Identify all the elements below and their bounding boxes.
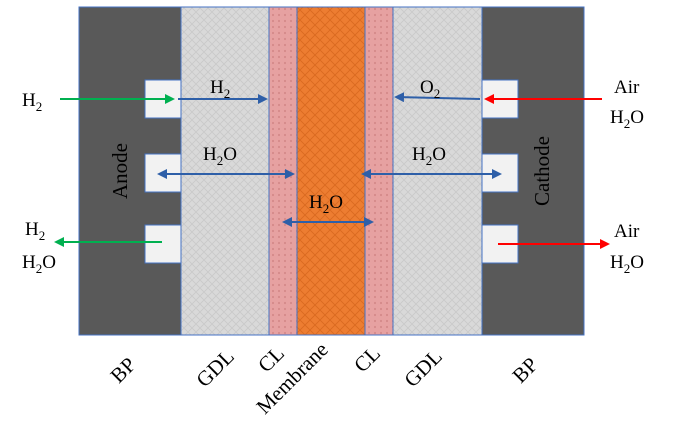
cl-left-layer: [268, 6, 298, 336]
layer-label-gdl-left: GDL: [191, 344, 238, 391]
gdl-right-layer: [392, 6, 483, 336]
o2-gdl-arrow: [394, 92, 481, 103]
anode-inlet-label: H2: [22, 90, 42, 114]
cathode-inlet-h2o-label: H2O: [610, 107, 644, 131]
h2o-cathode-label: H2O: [412, 144, 446, 168]
cl-right-layer: [364, 6, 394, 336]
h2o-membrane-label: H2O: [309, 192, 343, 216]
cathode-outlet-h2o-label: H2O: [610, 252, 644, 276]
cathode-label: Cathode: [530, 136, 554, 206]
channel-anode-bottom: [144, 224, 182, 264]
o2-gdl-label: O2: [420, 77, 440, 101]
h2-gdl-label: H2: [210, 77, 230, 101]
layer-label-bp-left: BP: [105, 352, 140, 387]
membrane-layer: [296, 6, 366, 336]
gdl-left-layer: [180, 6, 270, 336]
layer-label-cl-right: CL: [349, 341, 385, 377]
cathode-inlet-air-label: Air: [614, 77, 640, 98]
layer-label-gdl-right: GDL: [399, 344, 446, 391]
anode-outlet-h2o-label: H2O: [22, 252, 56, 276]
cathode-outlet-air-label: Air: [614, 221, 640, 242]
anode-label: Anode: [108, 143, 132, 199]
anode-outlet-h2-label: H2: [25, 219, 45, 243]
h2o-anode-label: H2O: [203, 144, 237, 168]
layer-label-bp-right: BP: [507, 352, 542, 387]
